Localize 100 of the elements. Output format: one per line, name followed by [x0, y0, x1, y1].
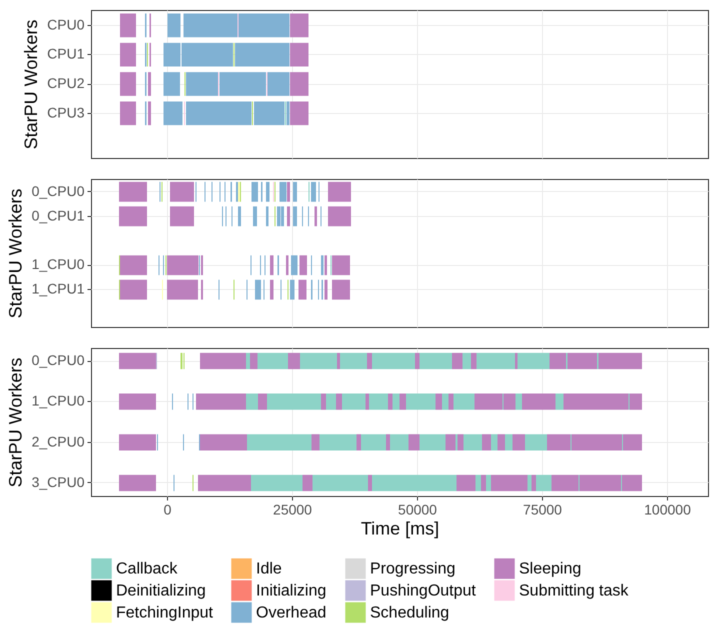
bar — [167, 255, 198, 276]
bar — [235, 42, 290, 67]
x-tick-label: 0 — [164, 502, 172, 518]
bar — [148, 72, 151, 96]
bar — [251, 474, 302, 492]
bar — [336, 394, 342, 410]
bar — [250, 352, 258, 370]
bar — [522, 394, 556, 410]
bar — [328, 206, 351, 226]
legend-label: Progressing — [370, 560, 456, 578]
bar — [532, 474, 536, 492]
bar — [415, 352, 420, 370]
bar — [200, 352, 246, 370]
bar — [277, 206, 280, 226]
y-tick-label: 1_CPU0 — [32, 256, 85, 272]
bar — [456, 474, 476, 492]
bar — [481, 474, 486, 492]
bar — [324, 280, 328, 300]
bar — [270, 255, 274, 276]
bar — [119, 352, 156, 370]
bar — [400, 394, 406, 410]
bar — [298, 280, 306, 300]
bar — [252, 182, 258, 202]
bar — [516, 394, 522, 410]
bar — [258, 352, 288, 370]
bar — [420, 434, 446, 450]
bar — [386, 434, 390, 450]
bar — [368, 474, 372, 492]
bar — [369, 394, 388, 410]
legend-label: Submitting task — [519, 582, 630, 600]
legend-label: PushingOutput — [370, 582, 476, 600]
bar — [302, 474, 312, 492]
bar — [356, 434, 361, 450]
bar — [337, 352, 340, 370]
y-tick-label: 3_CPU0 — [32, 474, 85, 490]
bar — [328, 182, 351, 202]
y-tick-label: CPU0 — [47, 16, 85, 32]
bar — [200, 434, 247, 450]
bar — [332, 255, 350, 276]
bar — [491, 474, 528, 492]
y-tick-label: 1_CPU1 — [32, 280, 85, 297]
bar — [254, 101, 284, 126]
bar — [290, 42, 308, 67]
bar — [442, 394, 448, 410]
y-tick-label: 0_CPU0 — [32, 352, 85, 368]
bar — [498, 434, 505, 450]
bar — [436, 394, 442, 410]
bar — [186, 101, 252, 126]
bar — [170, 206, 194, 226]
legend-label: Scheduling — [370, 604, 450, 622]
bar — [148, 101, 151, 126]
bar — [388, 394, 392, 410]
bar — [167, 280, 198, 300]
bar — [246, 352, 250, 370]
bar — [255, 280, 261, 300]
bar — [491, 434, 498, 450]
bar — [321, 394, 326, 410]
bar — [247, 434, 312, 450]
bar — [258, 394, 267, 410]
bar — [452, 352, 462, 370]
bar — [361, 434, 386, 450]
bar — [120, 42, 136, 67]
bar — [120, 280, 147, 300]
x-tick-label: 100000 — [644, 502, 692, 518]
bar — [253, 206, 257, 226]
y-axis-title: StarPU Workers — [21, 20, 42, 150]
bar — [238, 206, 241, 226]
bar — [120, 72, 136, 96]
bar — [448, 394, 454, 410]
x-tick-label: 50000 — [398, 502, 438, 518]
bar — [119, 394, 156, 410]
legend-label: Initializing — [256, 582, 326, 600]
bar — [482, 434, 491, 450]
bar — [464, 434, 482, 450]
bar — [528, 474, 532, 492]
y-tick-label: 1_CPU0 — [32, 392, 85, 409]
bar — [420, 352, 452, 370]
bar — [267, 394, 321, 410]
bar — [525, 434, 547, 450]
bar — [311, 182, 316, 202]
x-tick-label: 25000 — [273, 502, 312, 518]
bar — [266, 182, 270, 202]
bar — [119, 206, 147, 226]
bar — [286, 101, 290, 126]
x-tick-label: 75000 — [523, 502, 562, 518]
bar — [290, 280, 294, 300]
bar — [280, 182, 286, 202]
bar — [340, 352, 367, 370]
bar — [198, 474, 251, 492]
bar — [312, 434, 320, 450]
bar — [476, 352, 515, 370]
bar — [462, 352, 471, 370]
bar — [367, 352, 372, 370]
bar — [366, 394, 369, 410]
bar — [446, 434, 456, 450]
bar — [342, 394, 366, 410]
bar — [300, 352, 337, 370]
bar — [392, 394, 400, 410]
bar — [164, 101, 182, 126]
bar — [290, 72, 308, 96]
